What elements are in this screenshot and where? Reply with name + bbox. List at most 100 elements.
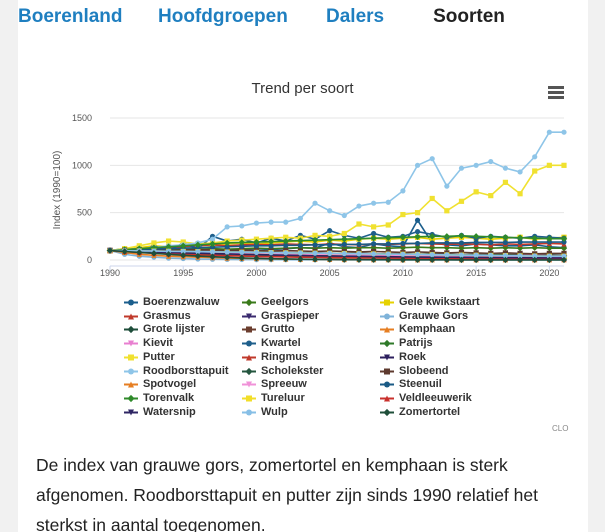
data-point bbox=[327, 208, 333, 214]
data-point bbox=[239, 243, 245, 249]
data-point bbox=[224, 244, 230, 250]
data-point bbox=[253, 255, 260, 262]
data-point bbox=[253, 220, 260, 226]
data-point bbox=[561, 253, 567, 259]
y-axis-label: Index (1990=100) bbox=[52, 151, 63, 230]
data-point bbox=[502, 256, 509, 264]
data-point bbox=[224, 249, 230, 255]
data-point bbox=[546, 235, 553, 242]
data-point bbox=[297, 215, 303, 221]
data-point bbox=[327, 228, 333, 234]
data-point bbox=[341, 235, 348, 243]
data-point bbox=[414, 256, 421, 264]
legend-label: Kievit bbox=[143, 337, 173, 350]
data-point bbox=[355, 244, 363, 251]
data-point bbox=[282, 255, 289, 263]
data-point bbox=[150, 250, 158, 257]
data-point bbox=[180, 242, 187, 249]
data-point bbox=[223, 239, 231, 247]
tab-hoofdgroepen[interactable]: Hoofdgroepen bbox=[158, 6, 288, 27]
data-point bbox=[414, 233, 421, 241]
data-point bbox=[546, 162, 552, 168]
data-point bbox=[400, 211, 406, 218]
series-zomertortel bbox=[106, 247, 568, 264]
data-point bbox=[502, 239, 509, 246]
legend-label: Wulp bbox=[261, 405, 288, 418]
y-tick-label: 1000 bbox=[72, 160, 92, 170]
legend-symbol bbox=[124, 326, 138, 334]
data-point bbox=[458, 249, 465, 256]
data-point bbox=[473, 189, 479, 195]
data-point bbox=[560, 256, 568, 264]
data-point bbox=[312, 250, 318, 256]
legend-label: Grutto bbox=[261, 323, 295, 336]
data-point bbox=[283, 234, 289, 240]
x-tick-label: 1995 bbox=[173, 268, 193, 278]
data-point bbox=[399, 244, 407, 251]
data-point bbox=[268, 219, 274, 225]
data-point bbox=[283, 242, 289, 248]
data-point bbox=[282, 237, 289, 245]
legend-symbol bbox=[380, 368, 394, 374]
data-point bbox=[385, 241, 391, 247]
data-point bbox=[560, 244, 568, 252]
data-point bbox=[267, 238, 275, 245]
data-point bbox=[312, 200, 318, 206]
chart-title: Trend per soort bbox=[251, 80, 354, 97]
legend-label: Steenuil bbox=[399, 378, 442, 391]
data-point bbox=[414, 217, 421, 223]
data-point bbox=[253, 238, 260, 246]
data-point bbox=[327, 250, 333, 256]
data-point bbox=[327, 233, 333, 239]
chart-series bbox=[106, 129, 568, 264]
data-point bbox=[209, 244, 216, 250]
data-point bbox=[502, 165, 509, 171]
data-point bbox=[502, 250, 509, 256]
legend-label: Spotvogel bbox=[143, 378, 197, 391]
data-point bbox=[516, 244, 524, 252]
data-point bbox=[311, 236, 319, 244]
data-point bbox=[326, 256, 333, 263]
legend-label: Watersnip bbox=[143, 405, 196, 418]
data-point bbox=[371, 224, 377, 230]
data-point bbox=[238, 239, 246, 246]
data-point bbox=[444, 240, 450, 246]
y-tick-label: 0 bbox=[87, 255, 92, 265]
legend-label: Kemphaan bbox=[399, 323, 456, 336]
tab-boerenland[interactable]: Boerenland bbox=[18, 6, 123, 27]
data-point bbox=[502, 179, 509, 185]
data-point bbox=[341, 250, 347, 257]
data-point bbox=[297, 250, 303, 256]
data-point bbox=[516, 256, 524, 264]
legend-label: Geelgors bbox=[261, 296, 309, 308]
data-point bbox=[194, 252, 202, 260]
data-point bbox=[223, 254, 231, 261]
data-point bbox=[444, 208, 450, 214]
data-point bbox=[458, 232, 465, 240]
data-point bbox=[371, 230, 377, 237]
legend-symbol bbox=[124, 340, 138, 347]
tab-soorten[interactable]: Soorten bbox=[402, 0, 536, 50]
data-point bbox=[414, 210, 421, 216]
data-point bbox=[517, 191, 523, 197]
data-point bbox=[209, 240, 216, 248]
data-point bbox=[546, 253, 552, 259]
data-point bbox=[312, 232, 318, 238]
data-point bbox=[238, 254, 246, 262]
data-point bbox=[414, 229, 421, 235]
data-point bbox=[546, 250, 552, 256]
data-point bbox=[311, 256, 319, 263]
hamburger-menu-icon[interactable] bbox=[548, 86, 564, 99]
data-point bbox=[180, 239, 186, 245]
data-point bbox=[297, 255, 304, 263]
legend-symbol bbox=[124, 368, 138, 374]
legend-label: Roek bbox=[399, 350, 426, 363]
data-point bbox=[312, 242, 318, 248]
data-point bbox=[414, 162, 421, 168]
legend-label: Roodborsttapuit bbox=[143, 364, 229, 377]
data-point bbox=[487, 233, 494, 241]
data-point bbox=[371, 241, 377, 247]
tab-dalers[interactable]: Dalers bbox=[326, 6, 385, 27]
legend-symbol bbox=[124, 409, 138, 416]
data-point bbox=[472, 233, 480, 240]
